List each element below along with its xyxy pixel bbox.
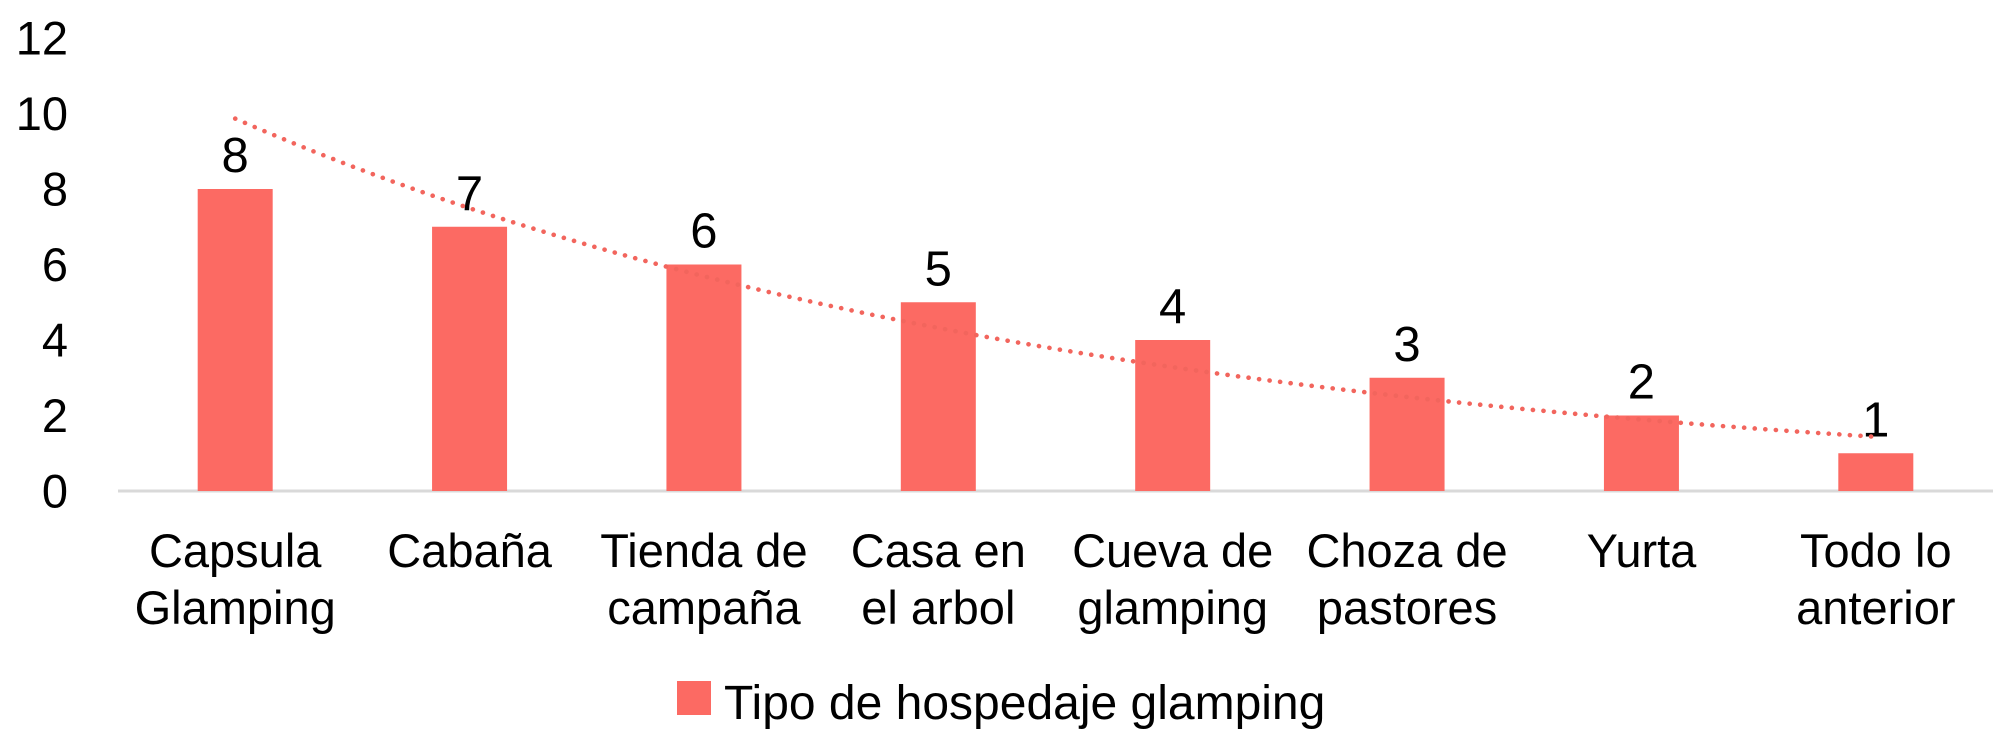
category-label: Choza de bbox=[1306, 524, 1507, 577]
legend-marker bbox=[677, 681, 711, 715]
category-label: Tienda de bbox=[600, 524, 807, 577]
category-label: anterior bbox=[1796, 581, 1955, 634]
bar bbox=[1603, 415, 1679, 491]
bar-data-label: 5 bbox=[925, 242, 952, 296]
category-label: glamping bbox=[1077, 581, 1268, 634]
category-label: Cabaña bbox=[387, 524, 552, 577]
bar bbox=[900, 302, 976, 491]
y-axis-tick-label: 8 bbox=[42, 163, 68, 216]
category-label: el arbol bbox=[861, 581, 1015, 634]
bar-data-label: 3 bbox=[1393, 318, 1420, 372]
category-label: Casa en bbox=[851, 524, 1026, 577]
y-axis-tick-label: 6 bbox=[42, 238, 68, 291]
category-label: pastores bbox=[1317, 581, 1497, 634]
bar-data-label: 1 bbox=[1862, 393, 1889, 447]
y-axis-tick-label: 0 bbox=[42, 465, 68, 518]
y-axis-tick-label: 2 bbox=[42, 389, 68, 442]
bar-data-label: 4 bbox=[1159, 280, 1186, 334]
bar bbox=[197, 189, 273, 491]
category-label: campaña bbox=[607, 581, 801, 634]
bar-data-label: 2 bbox=[1628, 356, 1655, 410]
bar bbox=[666, 264, 742, 491]
bar-data-label: 7 bbox=[456, 167, 483, 221]
bar-data-label: 8 bbox=[222, 129, 249, 183]
bar bbox=[1135, 340, 1211, 491]
bar-data-label: 6 bbox=[690, 205, 717, 259]
category-label: Cueva de bbox=[1072, 524, 1273, 577]
category-label: Glamping bbox=[135, 581, 336, 634]
category-label: Todo lo bbox=[1800, 524, 1952, 577]
y-axis-tick-label: 12 bbox=[16, 12, 68, 65]
y-axis-tick-label: 10 bbox=[16, 87, 68, 140]
bar bbox=[432, 226, 508, 491]
y-axis-tick-label: 4 bbox=[42, 314, 68, 367]
legend-label: Tipo de hospedaje glamping bbox=[724, 677, 1325, 730]
bar bbox=[1838, 453, 1914, 491]
category-label: Yurta bbox=[1587, 524, 1698, 577]
category-label: Capsula bbox=[149, 524, 322, 577]
